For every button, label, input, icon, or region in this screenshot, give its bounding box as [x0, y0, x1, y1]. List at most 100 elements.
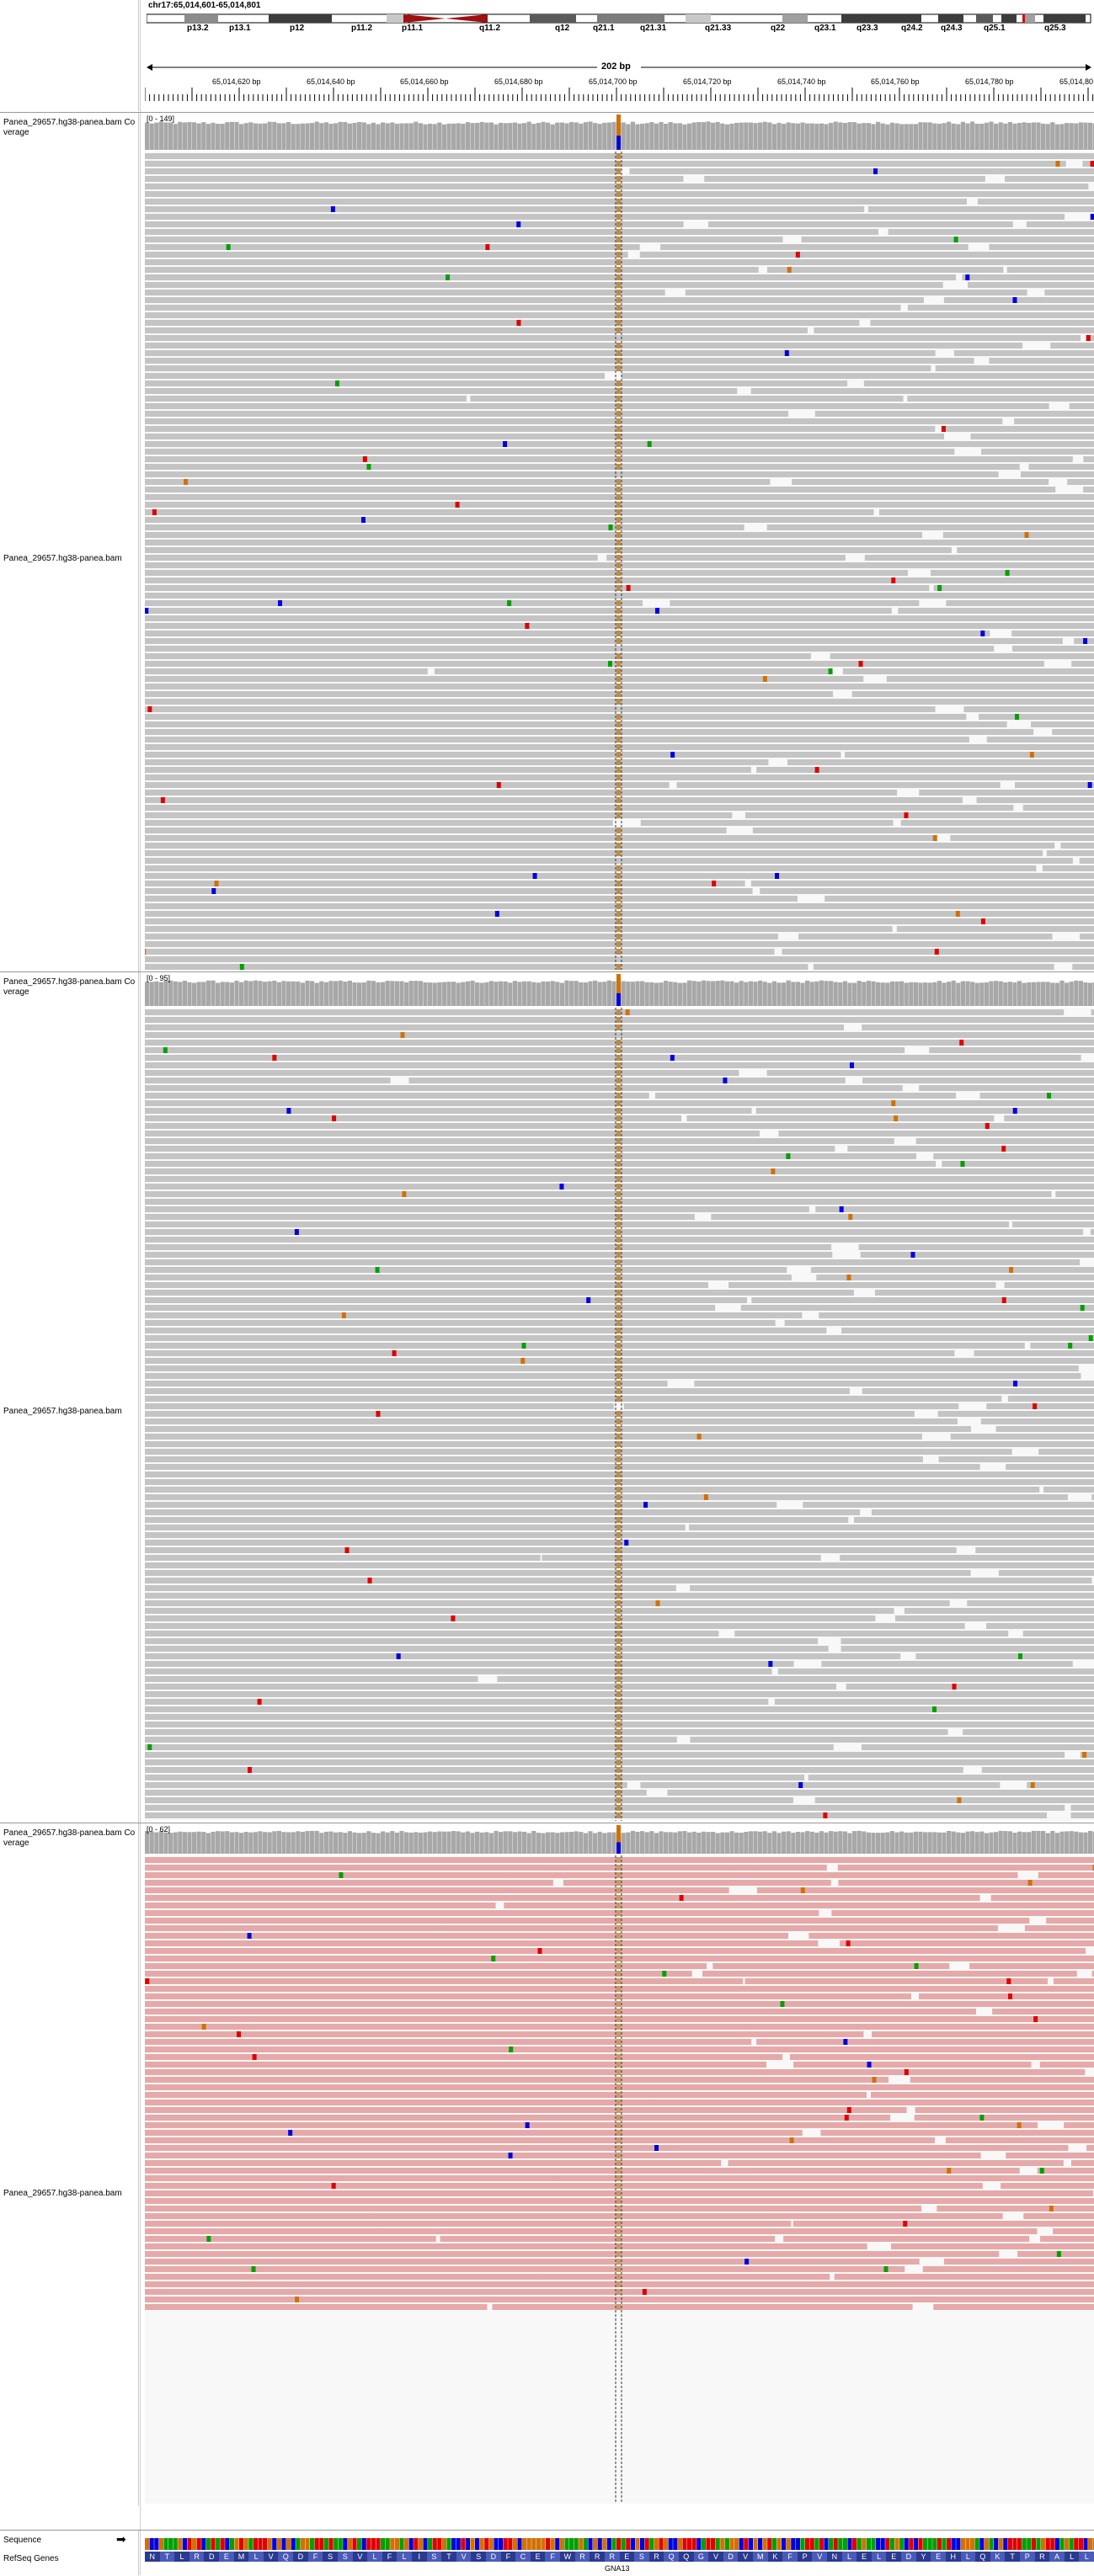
- read: [538, 2274, 830, 2280]
- column-divider[interactable]: [140, 0, 141, 2575]
- coverage-track-name[interactable]: Panea_29657.hg38-panea.bam Coverage: [3, 977, 136, 997]
- amino-acid: T: [159, 2552, 175, 2562]
- coverage-bar: [569, 981, 574, 1006]
- ruler-tick-label: 65,014,640 bp: [307, 77, 355, 86]
- read: [851, 691, 1094, 697]
- track-data-area[interactable]: [0 - 95]: [145, 972, 1094, 1823]
- read: [145, 2153, 600, 2158]
- coverage-track[interactable]: [0 - 62]: [145, 1825, 1094, 1854]
- coverage-track-name[interactable]: Panea_29657.hg38-panea.bam Coverage: [3, 118, 136, 137]
- read: [145, 941, 613, 947]
- coverage-bar: [441, 124, 446, 150]
- coverage-bar: [541, 121, 546, 150]
- read: [606, 297, 924, 303]
- read: [582, 305, 901, 311]
- sequence-base: [361, 2538, 366, 2550]
- read: [145, 1547, 568, 1553]
- coverage-bar: [559, 1832, 564, 1854]
- read: [145, 1993, 446, 1999]
- sequence-base: [1083, 2538, 1088, 2550]
- coverage-bar: [819, 980, 824, 1006]
- track-data-area[interactable]: [0 - 62]: [145, 1823, 1094, 2505]
- mismatch-base: [947, 2168, 952, 2174]
- refseq-track-name[interactable]: RefSeq Genes: [3, 2554, 59, 2563]
- coverage-bar: [488, 981, 494, 1006]
- coverage-bar: [744, 122, 749, 150]
- mismatch-base: [494, 911, 499, 917]
- coverage-bar: [281, 981, 286, 1006]
- cytoband-label: q21.33: [705, 24, 732, 33]
- alignment-track[interactable]: [145, 1855, 1094, 2504]
- variant-base: [616, 1744, 621, 1750]
- coverage-bar: [621, 122, 626, 150]
- read: [145, 327, 639, 333]
- coverage-bar: [484, 122, 489, 150]
- sequence-base: [640, 2538, 645, 2550]
- variant-base: [616, 2039, 621, 2045]
- coverage-bar: [602, 1833, 607, 1854]
- mismatch-base: [814, 767, 819, 773]
- coverage-bar: [366, 124, 371, 150]
- read: [1023, 2213, 1094, 2219]
- coverage-track-name[interactable]: Panea_29657.hg38-panea.bam Coverage: [3, 1828, 136, 1848]
- read: [145, 2289, 728, 2295]
- coverage-bar: [149, 982, 154, 1006]
- chromosome-ideogram[interactable]: [147, 13, 1091, 24]
- variant-base: [616, 199, 621, 205]
- coverage-histogram: [145, 974, 1094, 1006]
- variant-base: [616, 615, 621, 621]
- amino-acid: D: [723, 2552, 739, 2562]
- position-ruler[interactable]: 65,014,620 bp 65,014,640 bp 65,014,660 b…: [145, 77, 1094, 101]
- alignment-track[interactable]: [145, 1008, 1094, 1821]
- read: [690, 1585, 1094, 1591]
- coverage-track[interactable]: [0 - 95]: [145, 974, 1094, 1006]
- read: [977, 199, 1094, 205]
- alignment-track-name[interactable]: Panea_29657.hg38-panea.bam: [3, 2189, 122, 2198]
- coverage-bar: [503, 1831, 508, 1854]
- read: [1011, 646, 1094, 652]
- variant-base: [616, 1638, 621, 1644]
- mismatch-base: [206, 2236, 211, 2242]
- read: [549, 1638, 819, 1644]
- mismatch-base: [846, 1275, 851, 1280]
- read: [145, 1434, 546, 1440]
- mismatch-base: [867, 2062, 872, 2068]
- alignment-track-name[interactable]: Panea_29657.hg38-panea.bam: [3, 554, 122, 563]
- read: [929, 1047, 1094, 1053]
- coverage-bar: [569, 1831, 574, 1854]
- read: [986, 1403, 1094, 1409]
- read: [915, 1653, 1094, 1659]
- coverage-bar: [786, 1831, 791, 1854]
- read: [756, 1887, 1094, 1893]
- sequence-track: [145, 2538, 1094, 2550]
- track-panel-2: Panea_29657.hg38-panea.bam Coverage Pane…: [0, 971, 1094, 1823]
- read: [145, 1812, 545, 1818]
- coverage-bar: [989, 1832, 994, 1854]
- coverage-track[interactable]: [0 - 149]: [145, 114, 1094, 150]
- coverage-bar: [196, 982, 201, 1006]
- read: [145, 1956, 770, 1961]
- read: [570, 1290, 854, 1296]
- variant-base: [616, 358, 621, 364]
- read: [616, 706, 936, 712]
- mismatch-base: [214, 881, 219, 886]
- coverage-bar: [762, 982, 767, 1006]
- coverage-bar: [640, 123, 645, 150]
- sequence-track-name[interactable]: Sequence: [3, 2536, 42, 2545]
- strand-arrow-icon[interactable]: ➡: [116, 2532, 126, 2546]
- track-data-area[interactable]: [0 - 149]: [145, 113, 1094, 971]
- amino-acid: R: [574, 2552, 590, 2562]
- variant-base: [616, 1456, 621, 1462]
- variant-base: [616, 1115, 621, 1121]
- variant-base: [616, 828, 621, 833]
- coverage-bar: [947, 982, 952, 1006]
- read: [457, 1411, 915, 1417]
- coverage-bar: [809, 1831, 814, 1854]
- mismatch-base: [642, 2289, 647, 2295]
- read: [820, 2130, 1094, 2136]
- alignment-track-name[interactable]: Panea_29657.hg38-panea.bam: [3, 1407, 122, 1416]
- alignment-track[interactable]: [145, 152, 1094, 970]
- locus-label: chr17:65,014,601-65,014,801: [148, 1, 261, 10]
